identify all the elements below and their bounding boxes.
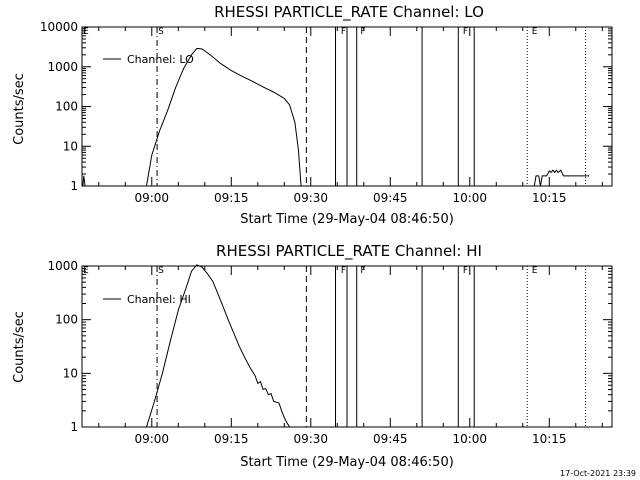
hi-x-tick-label: 09:45 (373, 432, 408, 446)
hi-x-tick-label: 10:15 (532, 432, 567, 446)
lo-x-tick-label: 09:30 (293, 191, 328, 205)
hi-flag-label: F (463, 266, 468, 276)
hi-y-tick-label: 1 (70, 420, 78, 434)
lo-flag-label: E (83, 27, 89, 37)
hi-x-tick-label: 09:15 (214, 432, 249, 446)
lo-legend-label: Channel: LO (127, 53, 194, 66)
lo-x-tick-label: 10:00 (452, 191, 487, 205)
lo-y-tick-label: 10000 (40, 20, 78, 34)
hi-series-line (146, 264, 291, 428)
hi-x-tick-label: 09:30 (293, 432, 328, 446)
footer-timestamp: 17-Oct-2021 23:39 (560, 469, 636, 478)
lo-x-tick-label: 09:15 (214, 191, 249, 205)
lo-x-tick-label: 09:00 (134, 191, 169, 205)
lo-y-tick-label: 1000 (47, 60, 78, 74)
hi-x-axis-label: Start Time (29-May-04 08:46:50) (240, 455, 454, 470)
hi-flag-label: F (341, 266, 346, 276)
lo-y-axis-label: Counts/sec (12, 73, 27, 145)
lo-flag-label: F (463, 27, 468, 37)
hi-y-axis-label: Counts/sec (12, 311, 27, 383)
lo-legend: Channel: LO (103, 53, 194, 66)
hi-y-tick-label: 10 (63, 366, 78, 380)
lo-flag-label: F (341, 27, 346, 37)
hi-flag-label: F (360, 266, 365, 276)
hi-chart-title: RHESSI PARTICLE_RATE Channel: HI (216, 242, 482, 261)
hi-y-tick-label: 100 (55, 313, 78, 327)
hi-legend: Channel: HI (103, 293, 191, 306)
lo-channel-panel: RHESSI PARTICLE_RATE Channel: LO Start T… (12, 3, 613, 227)
lo-y-tick-label: 100 (55, 100, 78, 114)
hi-flag-label: S (158, 266, 164, 276)
hi-x-tick-label: 10:00 (452, 432, 487, 446)
lo-flag-label: E (532, 27, 538, 37)
lo-x-axis-label: Start Time (29-May-04 08:46:50) (240, 212, 454, 227)
hi-x-tick-label: 09:00 (134, 432, 169, 446)
hi-channel-panel: RHESSI PARTICLE_RATE Channel: HI Start T… (12, 242, 613, 470)
lo-chart-title: RHESSI PARTICLE_RATE Channel: LO (214, 3, 484, 22)
lo-x-tick-label: 09:45 (373, 191, 408, 205)
hi-y-tick-label: 1000 (47, 259, 78, 273)
lo-flag-label: S (158, 27, 164, 37)
hi-legend-label: Channel: HI (127, 293, 191, 306)
lo-flag-label: F (360, 27, 365, 37)
lo-y-tick-label: 10 (63, 139, 78, 153)
lo-x-tick-label: 10:15 (532, 191, 567, 205)
hi-flag-label: E (532, 266, 538, 276)
lo-y-tick-label: 1 (70, 179, 78, 193)
lo-series-line (82, 47, 590, 187)
